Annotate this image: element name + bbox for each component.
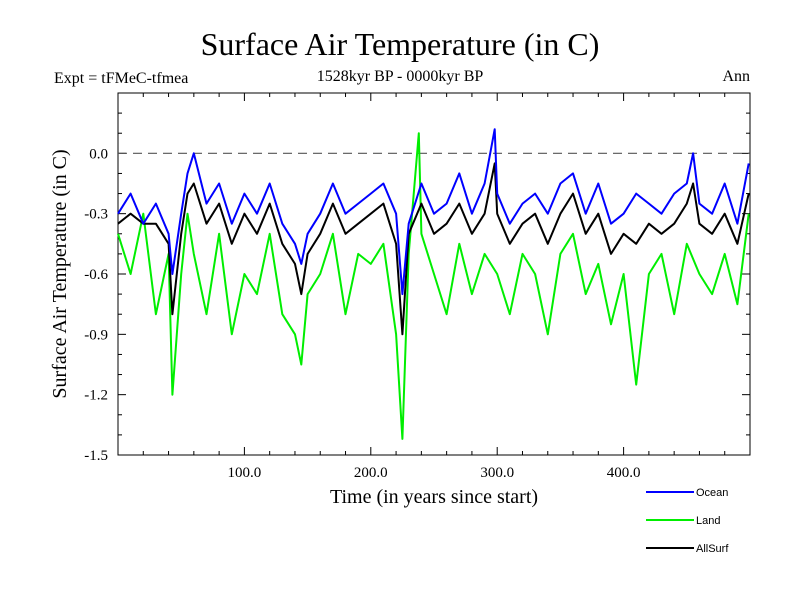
x-tick-label: 300.0 (480, 465, 514, 481)
x-tick-label: 100.0 (228, 465, 262, 481)
series-line-ocean (117, 128, 750, 296)
x-tick-label: 400.0 (607, 465, 641, 481)
y-tick-label: -1.5 (84, 448, 108, 464)
tick-labels: 100.0 200.0 300.0 400.0 0.0 -0.3 -0.6 -0.9 -1.2 -… (84, 146, 640, 481)
legend-label-allsurf: AllSurf (696, 543, 729, 555)
series-lines (117, 128, 750, 440)
tick-marks (118, 92, 750, 456)
legend: Ocean Land AllSurf (646, 487, 729, 555)
season-label: Ann (722, 68, 750, 85)
y-tick-label: -0.9 (84, 327, 108, 343)
y-tick-label: -0.6 (84, 267, 108, 283)
y-tick-label: -1.2 (84, 388, 108, 404)
y-tick-label: -0.3 (84, 207, 108, 223)
time-range-label: 1528kyr BP - 0000kyr BP (316, 68, 484, 85)
chart-title: Surface Air Temperature (in C) (200, 26, 600, 62)
legend-label-ocean: Ocean (696, 487, 728, 499)
y-axis-label: Surface Air Temperature (in C) (49, 149, 71, 398)
series-line-land (117, 132, 750, 440)
y-tick-label: 0.0 (89, 146, 108, 162)
x-axis-label: Time (in years since start) (330, 486, 538, 508)
legend-label-land: Land (696, 515, 720, 527)
experiment-label: Expt = tFMeC-tfmea (54, 70, 189, 87)
series-line-allsurf (117, 162, 750, 336)
x-tick-label: 200.0 (354, 465, 388, 481)
